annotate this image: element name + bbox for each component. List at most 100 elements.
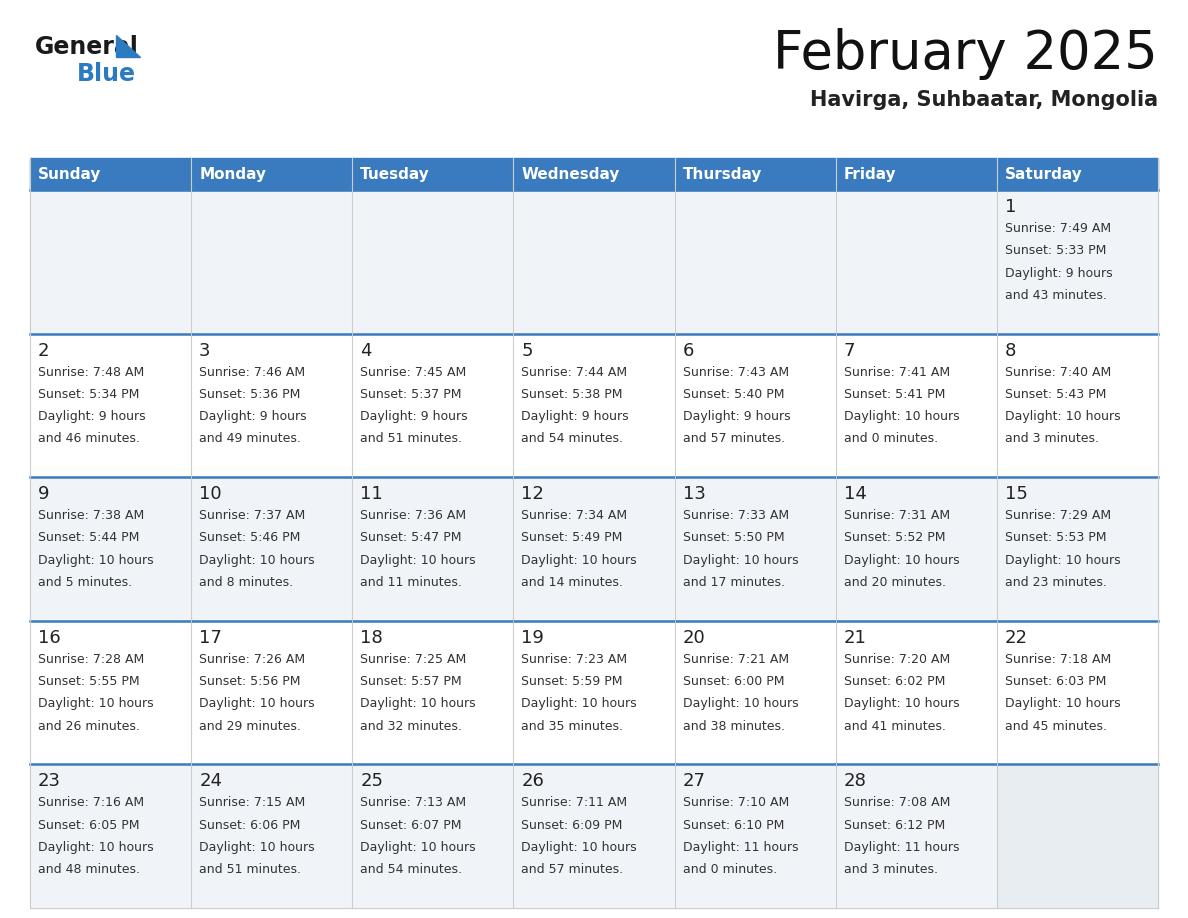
Text: and 54 minutes.: and 54 minutes.: [360, 863, 462, 876]
Bar: [30, 477, 191, 621]
Text: 28: 28: [843, 772, 866, 790]
Text: 9: 9: [38, 486, 50, 503]
Bar: [675, 158, 835, 190]
Text: Sunrise: 7:40 AM: Sunrise: 7:40 AM: [1005, 365, 1111, 378]
Bar: [513, 333, 675, 477]
Text: and 51 minutes.: and 51 minutes.: [360, 432, 462, 445]
Text: Sunset: 6:07 PM: Sunset: 6:07 PM: [360, 819, 462, 832]
Bar: [675, 765, 835, 908]
Text: and 29 minutes.: and 29 minutes.: [200, 720, 301, 733]
Text: Sunrise: 7:21 AM: Sunrise: 7:21 AM: [683, 653, 789, 666]
Text: Daylight: 10 hours: Daylight: 10 hours: [522, 841, 637, 854]
Text: 3: 3: [200, 341, 210, 360]
Text: Tuesday: Tuesday: [360, 166, 430, 182]
Bar: [191, 621, 353, 765]
Text: 24: 24: [200, 772, 222, 790]
Text: Daylight: 10 hours: Daylight: 10 hours: [360, 698, 476, 711]
Text: Daylight: 10 hours: Daylight: 10 hours: [843, 698, 960, 711]
Bar: [997, 158, 1158, 190]
Text: Daylight: 10 hours: Daylight: 10 hours: [522, 554, 637, 566]
Text: Friday: Friday: [843, 166, 896, 182]
Bar: [191, 190, 353, 333]
Bar: [30, 158, 191, 190]
Bar: [353, 158, 513, 190]
Text: and 20 minutes.: and 20 minutes.: [843, 576, 946, 589]
Text: 26: 26: [522, 772, 544, 790]
Text: 2: 2: [38, 341, 50, 360]
Text: Sunrise: 7:25 AM: Sunrise: 7:25 AM: [360, 653, 467, 666]
Text: 7: 7: [843, 341, 855, 360]
Bar: [353, 765, 513, 908]
Text: and 8 minutes.: and 8 minutes.: [200, 576, 293, 589]
Text: Sunset: 6:02 PM: Sunset: 6:02 PM: [843, 675, 946, 688]
Bar: [513, 621, 675, 765]
Text: Sunset: 5:49 PM: Sunset: 5:49 PM: [522, 532, 623, 544]
Polygon shape: [116, 35, 140, 57]
Text: Sunset: 5:37 PM: Sunset: 5:37 PM: [360, 388, 462, 401]
Text: and 35 minutes.: and 35 minutes.: [522, 720, 624, 733]
Text: Daylight: 10 hours: Daylight: 10 hours: [200, 841, 315, 854]
Text: Daylight: 10 hours: Daylight: 10 hours: [843, 410, 960, 423]
Text: 15: 15: [1005, 486, 1028, 503]
Text: 20: 20: [683, 629, 706, 647]
Text: Daylight: 10 hours: Daylight: 10 hours: [683, 698, 798, 711]
Text: 1: 1: [1005, 198, 1016, 216]
Text: Sunrise: 7:44 AM: Sunrise: 7:44 AM: [522, 365, 627, 378]
Text: and 0 minutes.: and 0 minutes.: [843, 432, 937, 445]
Text: Daylight: 10 hours: Daylight: 10 hours: [38, 698, 153, 711]
Text: and 45 minutes.: and 45 minutes.: [1005, 720, 1107, 733]
Bar: [675, 477, 835, 621]
Text: Sunset: 5:36 PM: Sunset: 5:36 PM: [200, 388, 301, 401]
Text: Sunrise: 7:34 AM: Sunrise: 7:34 AM: [522, 509, 627, 522]
Text: 8: 8: [1005, 341, 1016, 360]
Text: 13: 13: [683, 486, 706, 503]
Text: Daylight: 11 hours: Daylight: 11 hours: [683, 841, 798, 854]
Text: Sunset: 5:34 PM: Sunset: 5:34 PM: [38, 388, 139, 401]
Text: Daylight: 10 hours: Daylight: 10 hours: [38, 841, 153, 854]
Text: Wednesday: Wednesday: [522, 166, 620, 182]
Text: and 51 minutes.: and 51 minutes.: [200, 863, 301, 876]
Text: 21: 21: [843, 629, 866, 647]
Text: and 32 minutes.: and 32 minutes.: [360, 720, 462, 733]
Bar: [997, 190, 1158, 333]
Text: 12: 12: [522, 486, 544, 503]
Text: and 46 minutes.: and 46 minutes.: [38, 432, 140, 445]
Text: Sunrise: 7:28 AM: Sunrise: 7:28 AM: [38, 653, 144, 666]
Text: Daylight: 10 hours: Daylight: 10 hours: [38, 554, 153, 566]
Bar: [997, 477, 1158, 621]
Text: Sunset: 5:56 PM: Sunset: 5:56 PM: [200, 675, 301, 688]
Text: and 17 minutes.: and 17 minutes.: [683, 576, 784, 589]
Text: and 43 minutes.: and 43 minutes.: [1005, 289, 1107, 302]
Text: Sunrise: 7:43 AM: Sunrise: 7:43 AM: [683, 365, 789, 378]
Text: and 5 minutes.: and 5 minutes.: [38, 576, 132, 589]
Bar: [835, 158, 997, 190]
Text: Daylight: 10 hours: Daylight: 10 hours: [1005, 698, 1120, 711]
Bar: [513, 158, 675, 190]
Bar: [675, 190, 835, 333]
Text: Sunset: 5:47 PM: Sunset: 5:47 PM: [360, 532, 462, 544]
Bar: [191, 158, 353, 190]
Bar: [997, 333, 1158, 477]
Text: Daylight: 10 hours: Daylight: 10 hours: [1005, 554, 1120, 566]
Text: and 38 minutes.: and 38 minutes.: [683, 720, 784, 733]
Text: Sunrise: 7:48 AM: Sunrise: 7:48 AM: [38, 365, 144, 378]
Text: 14: 14: [843, 486, 866, 503]
Text: Sunrise: 7:16 AM: Sunrise: 7:16 AM: [38, 797, 144, 810]
Text: Sunset: 6:00 PM: Sunset: 6:00 PM: [683, 675, 784, 688]
Text: Daylight: 9 hours: Daylight: 9 hours: [683, 410, 790, 423]
Text: Sunrise: 7:13 AM: Sunrise: 7:13 AM: [360, 797, 467, 810]
Text: and 26 minutes.: and 26 minutes.: [38, 720, 140, 733]
Bar: [835, 190, 997, 333]
Text: and 54 minutes.: and 54 minutes.: [522, 432, 624, 445]
Text: 19: 19: [522, 629, 544, 647]
Text: Sunrise: 7:23 AM: Sunrise: 7:23 AM: [522, 653, 627, 666]
Bar: [997, 621, 1158, 765]
Text: Sunset: 6:09 PM: Sunset: 6:09 PM: [522, 819, 623, 832]
Bar: [675, 621, 835, 765]
Text: 27: 27: [683, 772, 706, 790]
Text: Saturday: Saturday: [1005, 166, 1082, 182]
Text: and 11 minutes.: and 11 minutes.: [360, 576, 462, 589]
Text: Sunset: 5:50 PM: Sunset: 5:50 PM: [683, 532, 784, 544]
Text: Daylight: 10 hours: Daylight: 10 hours: [522, 698, 637, 711]
Text: Daylight: 10 hours: Daylight: 10 hours: [1005, 410, 1120, 423]
